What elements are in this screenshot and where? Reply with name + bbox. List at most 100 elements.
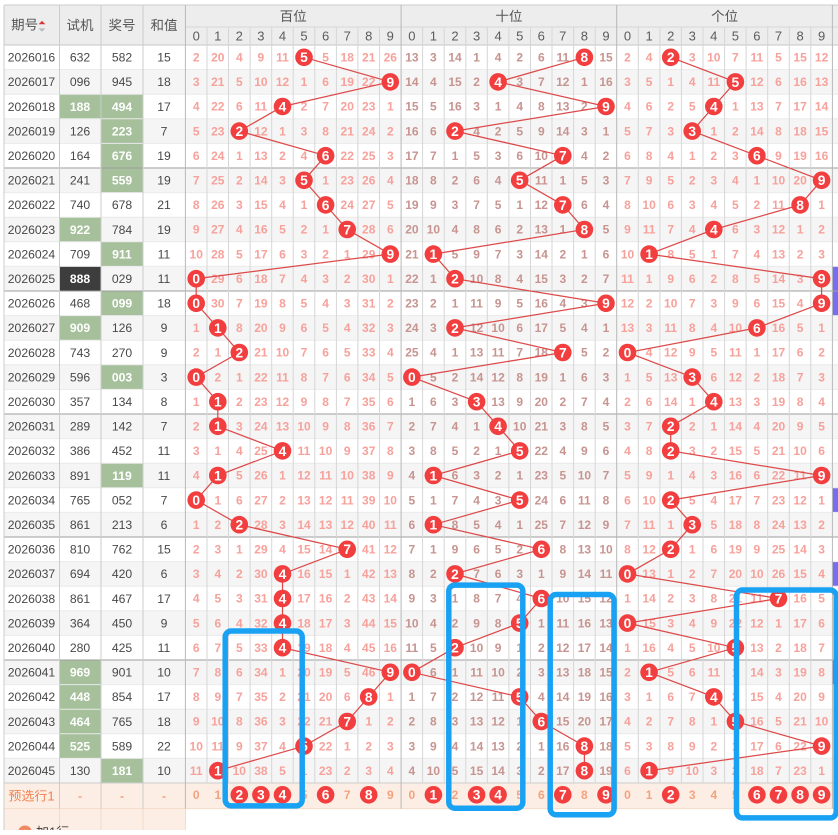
svg-text:11: 11 xyxy=(664,321,677,335)
svg-text:9: 9 xyxy=(193,715,200,729)
svg-text:6: 6 xyxy=(236,100,243,114)
svg-text:3: 3 xyxy=(387,149,394,163)
svg-text:1: 1 xyxy=(710,124,717,138)
svg-text:10: 10 xyxy=(319,444,333,458)
svg-text:5: 5 xyxy=(495,198,502,212)
svg-text:2: 2 xyxy=(409,715,416,729)
svg-text:18: 18 xyxy=(578,666,592,680)
svg-text:2: 2 xyxy=(451,567,459,582)
svg-text:765: 765 xyxy=(70,493,91,507)
svg-text:7: 7 xyxy=(559,29,566,44)
svg-text:6: 6 xyxy=(495,567,502,581)
svg-text:4: 4 xyxy=(322,297,329,311)
svg-text:4: 4 xyxy=(646,346,653,360)
svg-text:6: 6 xyxy=(667,690,674,704)
svg-text:7: 7 xyxy=(559,149,567,164)
svg-text:21: 21 xyxy=(254,346,268,360)
svg-text:6: 6 xyxy=(559,493,566,507)
svg-text:4: 4 xyxy=(214,567,221,581)
svg-text:19: 19 xyxy=(405,198,419,212)
svg-text:24: 24 xyxy=(341,198,355,212)
svg-text:2026044: 2026044 xyxy=(8,739,56,753)
svg-text:2: 2 xyxy=(451,272,459,287)
svg-text:4: 4 xyxy=(236,223,243,237)
svg-text:0: 0 xyxy=(192,296,200,311)
svg-text:10: 10 xyxy=(470,641,484,655)
svg-text:4: 4 xyxy=(818,395,825,409)
svg-text:5: 5 xyxy=(300,173,308,188)
svg-text:30: 30 xyxy=(362,272,376,286)
svg-text:11: 11 xyxy=(276,51,289,65)
svg-text:19: 19 xyxy=(599,764,613,778)
svg-text:1: 1 xyxy=(430,543,437,557)
svg-text:6: 6 xyxy=(279,247,286,261)
svg-text:2: 2 xyxy=(516,666,523,680)
svg-text:10: 10 xyxy=(664,297,678,311)
svg-text:6: 6 xyxy=(581,370,588,384)
svg-text:12: 12 xyxy=(341,518,355,532)
svg-text:9: 9 xyxy=(689,739,696,753)
svg-text:11: 11 xyxy=(535,174,548,188)
svg-text:5: 5 xyxy=(624,124,631,138)
svg-text:1: 1 xyxy=(516,469,523,483)
svg-text:0: 0 xyxy=(409,788,416,802)
svg-text:13: 13 xyxy=(729,395,743,409)
svg-text:8: 8 xyxy=(193,198,200,212)
svg-text:16: 16 xyxy=(535,297,549,311)
svg-text:9: 9 xyxy=(430,198,437,212)
svg-text:1: 1 xyxy=(710,247,717,261)
svg-text:9: 9 xyxy=(818,468,826,483)
svg-text:17: 17 xyxy=(556,764,570,778)
svg-text:23: 23 xyxy=(254,395,268,409)
svg-text:24: 24 xyxy=(211,149,225,163)
svg-text:4: 4 xyxy=(538,690,545,704)
svg-text:9: 9 xyxy=(473,247,480,261)
svg-text:2026038: 2026038 xyxy=(8,592,56,606)
svg-text:922: 922 xyxy=(70,223,91,237)
svg-text:1: 1 xyxy=(689,395,696,409)
svg-text:9: 9 xyxy=(495,641,502,655)
svg-text:21: 21 xyxy=(341,124,355,138)
svg-text:2: 2 xyxy=(710,149,717,163)
svg-text:1: 1 xyxy=(754,174,761,188)
svg-text:9: 9 xyxy=(495,297,502,311)
svg-text:1: 1 xyxy=(279,469,286,483)
svg-text:10: 10 xyxy=(707,641,721,655)
svg-text:9: 9 xyxy=(387,469,394,483)
svg-text:13: 13 xyxy=(621,321,635,335)
svg-text:1: 1 xyxy=(559,223,566,237)
svg-text:13: 13 xyxy=(642,567,656,581)
svg-text:9: 9 xyxy=(214,690,221,704)
svg-text:3: 3 xyxy=(257,29,264,44)
svg-text:1: 1 xyxy=(495,100,502,114)
svg-text:6: 6 xyxy=(538,51,545,65)
svg-text:11: 11 xyxy=(578,493,591,507)
svg-text:8: 8 xyxy=(624,198,631,212)
svg-text:9: 9 xyxy=(818,173,826,188)
svg-text:6: 6 xyxy=(322,29,329,44)
svg-text:8: 8 xyxy=(603,493,610,507)
svg-text:19: 19 xyxy=(157,223,171,237)
svg-text:8: 8 xyxy=(581,764,589,779)
svg-text:3: 3 xyxy=(409,444,416,458)
svg-text:7: 7 xyxy=(473,567,480,581)
svg-text:1: 1 xyxy=(775,616,782,630)
svg-text:5: 5 xyxy=(300,29,307,44)
svg-text:16: 16 xyxy=(793,592,807,606)
svg-text:2: 2 xyxy=(667,788,675,803)
svg-text:1: 1 xyxy=(279,124,286,138)
svg-text:12: 12 xyxy=(297,469,311,483)
svg-text:3: 3 xyxy=(322,272,329,286)
svg-text:13: 13 xyxy=(556,666,570,680)
svg-text:7: 7 xyxy=(603,469,610,483)
svg-text:7: 7 xyxy=(775,788,783,803)
svg-text:15: 15 xyxy=(254,198,268,212)
svg-text:8: 8 xyxy=(322,124,329,138)
svg-text:9: 9 xyxy=(818,272,826,287)
svg-text:9: 9 xyxy=(646,469,653,483)
svg-text:6: 6 xyxy=(775,739,782,753)
svg-text:0: 0 xyxy=(624,788,631,802)
svg-text:1: 1 xyxy=(214,788,221,802)
svg-text:1: 1 xyxy=(430,788,438,803)
svg-text:9: 9 xyxy=(818,788,826,803)
